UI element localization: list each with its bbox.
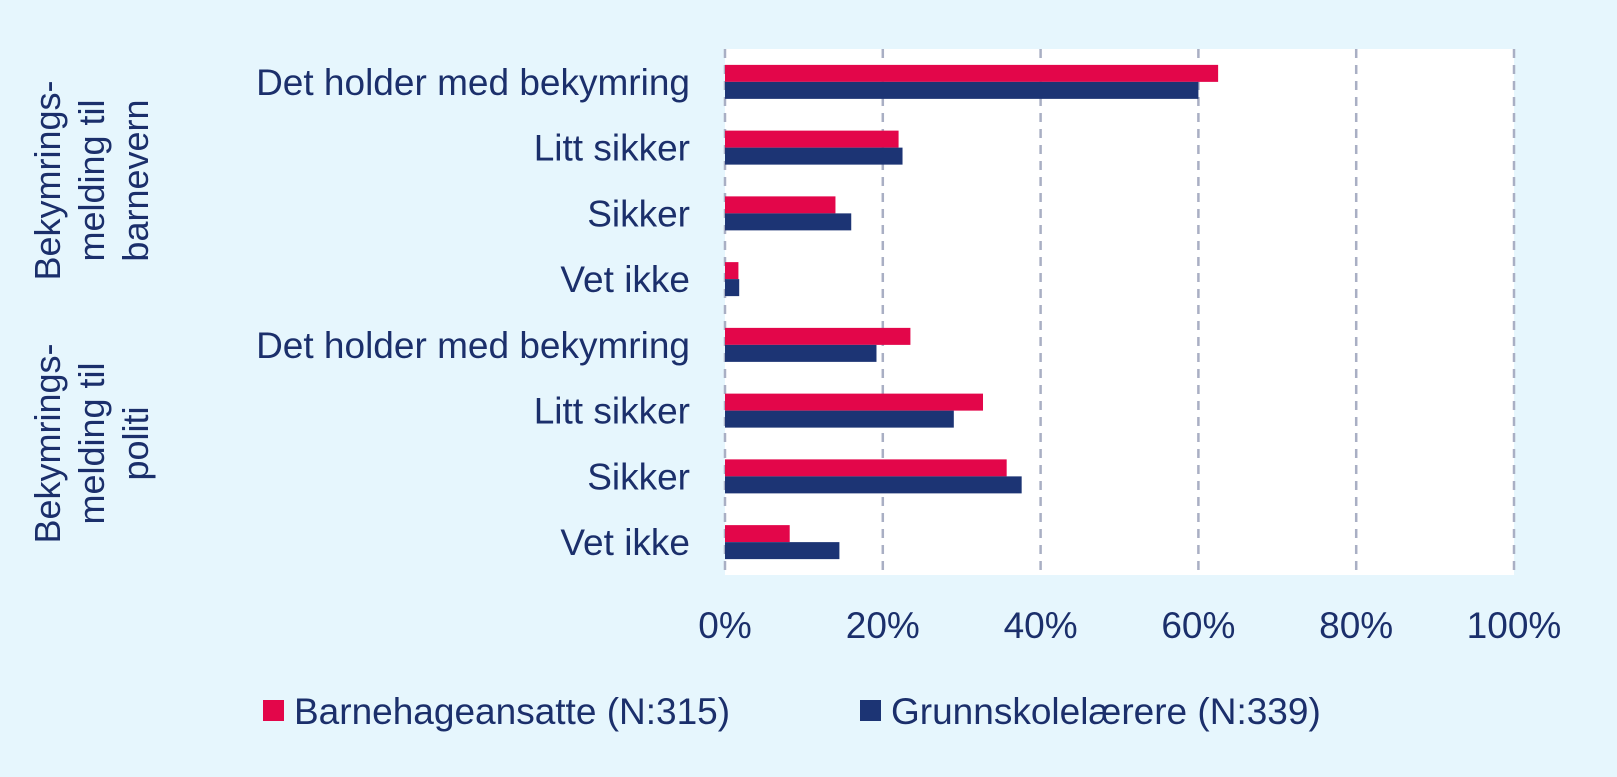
legend-swatch bbox=[860, 700, 881, 721]
bar-series-2 bbox=[725, 81, 1199, 99]
x-tick-label: 80% bbox=[1319, 605, 1393, 646]
bar-series-1 bbox=[725, 393, 984, 411]
category-label: Sikker bbox=[587, 456, 690, 497]
bar-series-1 bbox=[725, 525, 790, 543]
bar-series-1 bbox=[725, 130, 899, 148]
category-label: Det holder med bekymring bbox=[256, 62, 690, 103]
bar-series-2 bbox=[725, 410, 954, 428]
category-labels: Det holder med bekymring Litt sikker Sikke… bbox=[256, 62, 690, 563]
bar-series-2 bbox=[725, 476, 1022, 494]
bar-series-1 bbox=[725, 64, 1219, 82]
group-label: melding til bbox=[71, 99, 112, 261]
x-tick-label: 20% bbox=[846, 605, 920, 646]
category-label: Vet ikke bbox=[560, 522, 690, 563]
x-tick-label: 60% bbox=[1161, 605, 1235, 646]
group-label: melding til bbox=[71, 362, 112, 524]
bar-series-2 bbox=[725, 542, 840, 560]
category-label: Litt sikker bbox=[534, 128, 690, 169]
bar-series-2 bbox=[725, 344, 877, 362]
group-label: Bekymrings- bbox=[27, 80, 68, 280]
group-label: Bekymrings- bbox=[27, 343, 68, 543]
legend: Barnehageansatte (N:315) Grunnskolelærere… bbox=[263, 691, 1321, 732]
group-label: barnevern bbox=[115, 99, 156, 261]
group-labels: Bekymrings-melding til barnevernBekymring… bbox=[27, 80, 156, 543]
bars bbox=[725, 64, 1219, 560]
bar-series-1 bbox=[725, 196, 836, 214]
category-label: Litt sikker bbox=[534, 391, 690, 432]
bar-series-2 bbox=[725, 279, 740, 297]
x-tick-label: 100% bbox=[1467, 605, 1562, 646]
bar-series-2 bbox=[725, 213, 852, 231]
legend-label: Grunnskolelærere (N:339) bbox=[891, 691, 1321, 732]
bar-series-1 bbox=[725, 262, 739, 280]
legend-swatch bbox=[263, 700, 284, 721]
x-tick-label: 40% bbox=[1004, 605, 1078, 646]
bar-series-1 bbox=[725, 327, 911, 345]
x-axis-tick-labels: 0% 20% 40% 60% 80% 100% bbox=[698, 605, 1561, 646]
plot-area bbox=[725, 49, 1514, 575]
category-label: Det holder med bekymring bbox=[256, 325, 690, 366]
category-label: Sikker bbox=[587, 193, 690, 234]
group-label: politi bbox=[115, 406, 156, 480]
x-tick-label: 0% bbox=[698, 605, 751, 646]
bar-series-1 bbox=[725, 459, 1007, 477]
bar-series-2 bbox=[725, 147, 903, 165]
category-label: Vet ikke bbox=[560, 259, 690, 300]
legend-label: Barnehageansatte (N:315) bbox=[294, 691, 730, 732]
